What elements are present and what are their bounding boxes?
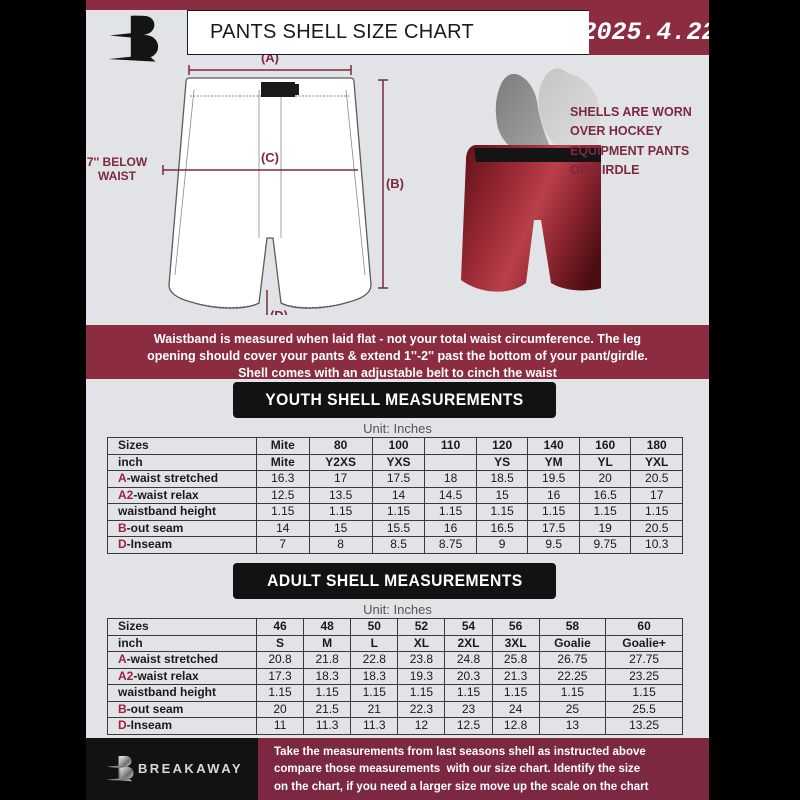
svg-text:(D): (D) <box>270 308 288 315</box>
svg-text:(B): (B) <box>386 176 404 191</box>
svg-text:(C): (C) <box>261 150 279 165</box>
svg-text:(A): (A) <box>261 55 279 65</box>
svg-text:7'' BELOW: 7'' BELOW <box>87 155 148 169</box>
svg-text:WAIST: WAIST <box>98 169 137 183</box>
